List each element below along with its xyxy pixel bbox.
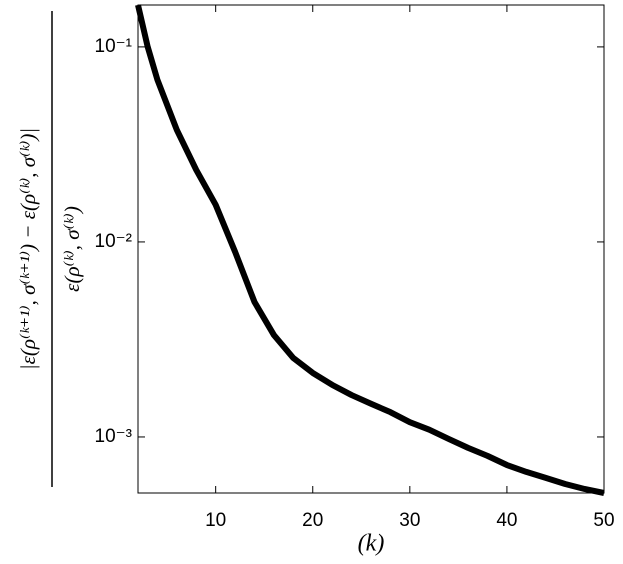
y-tick-label: 10⁻² [95, 231, 133, 252]
y-label-numerator: |ε(ρ⁽ᵏ⁺¹⁾, σ⁽ᵏ⁺¹⁾) − ε(ρ⁽ᵏ⁾, σ⁽ᵏ⁾)| [16, 128, 40, 370]
x-tick-label: 30 [399, 510, 420, 531]
y-tick-label: 10⁻¹ [95, 36, 133, 57]
x-tick-label: 50 [593, 510, 614, 531]
line-series [135, 4, 605, 496]
y-tick-label: 10⁻³ [95, 426, 133, 447]
x-tick-label: 10 [205, 510, 226, 531]
plot-frame [137, 4, 605, 494]
x-tick-label: 20 [302, 510, 323, 531]
x-axis-label: (k) [358, 531, 385, 557]
y-label-denominator: ε(ρ⁽ᵏ⁾, σ⁽ᵏ⁾) [60, 206, 84, 292]
x-tick-label: 40 [496, 510, 517, 531]
y-axis-label: |ε(ρ⁽ᵏ⁺¹⁾, σ⁽ᵏ⁺¹⁾) − ε(ρ⁽ᵏ⁾, σ⁽ᵏ⁾)| ε(ρ⁽… [16, 11, 84, 487]
